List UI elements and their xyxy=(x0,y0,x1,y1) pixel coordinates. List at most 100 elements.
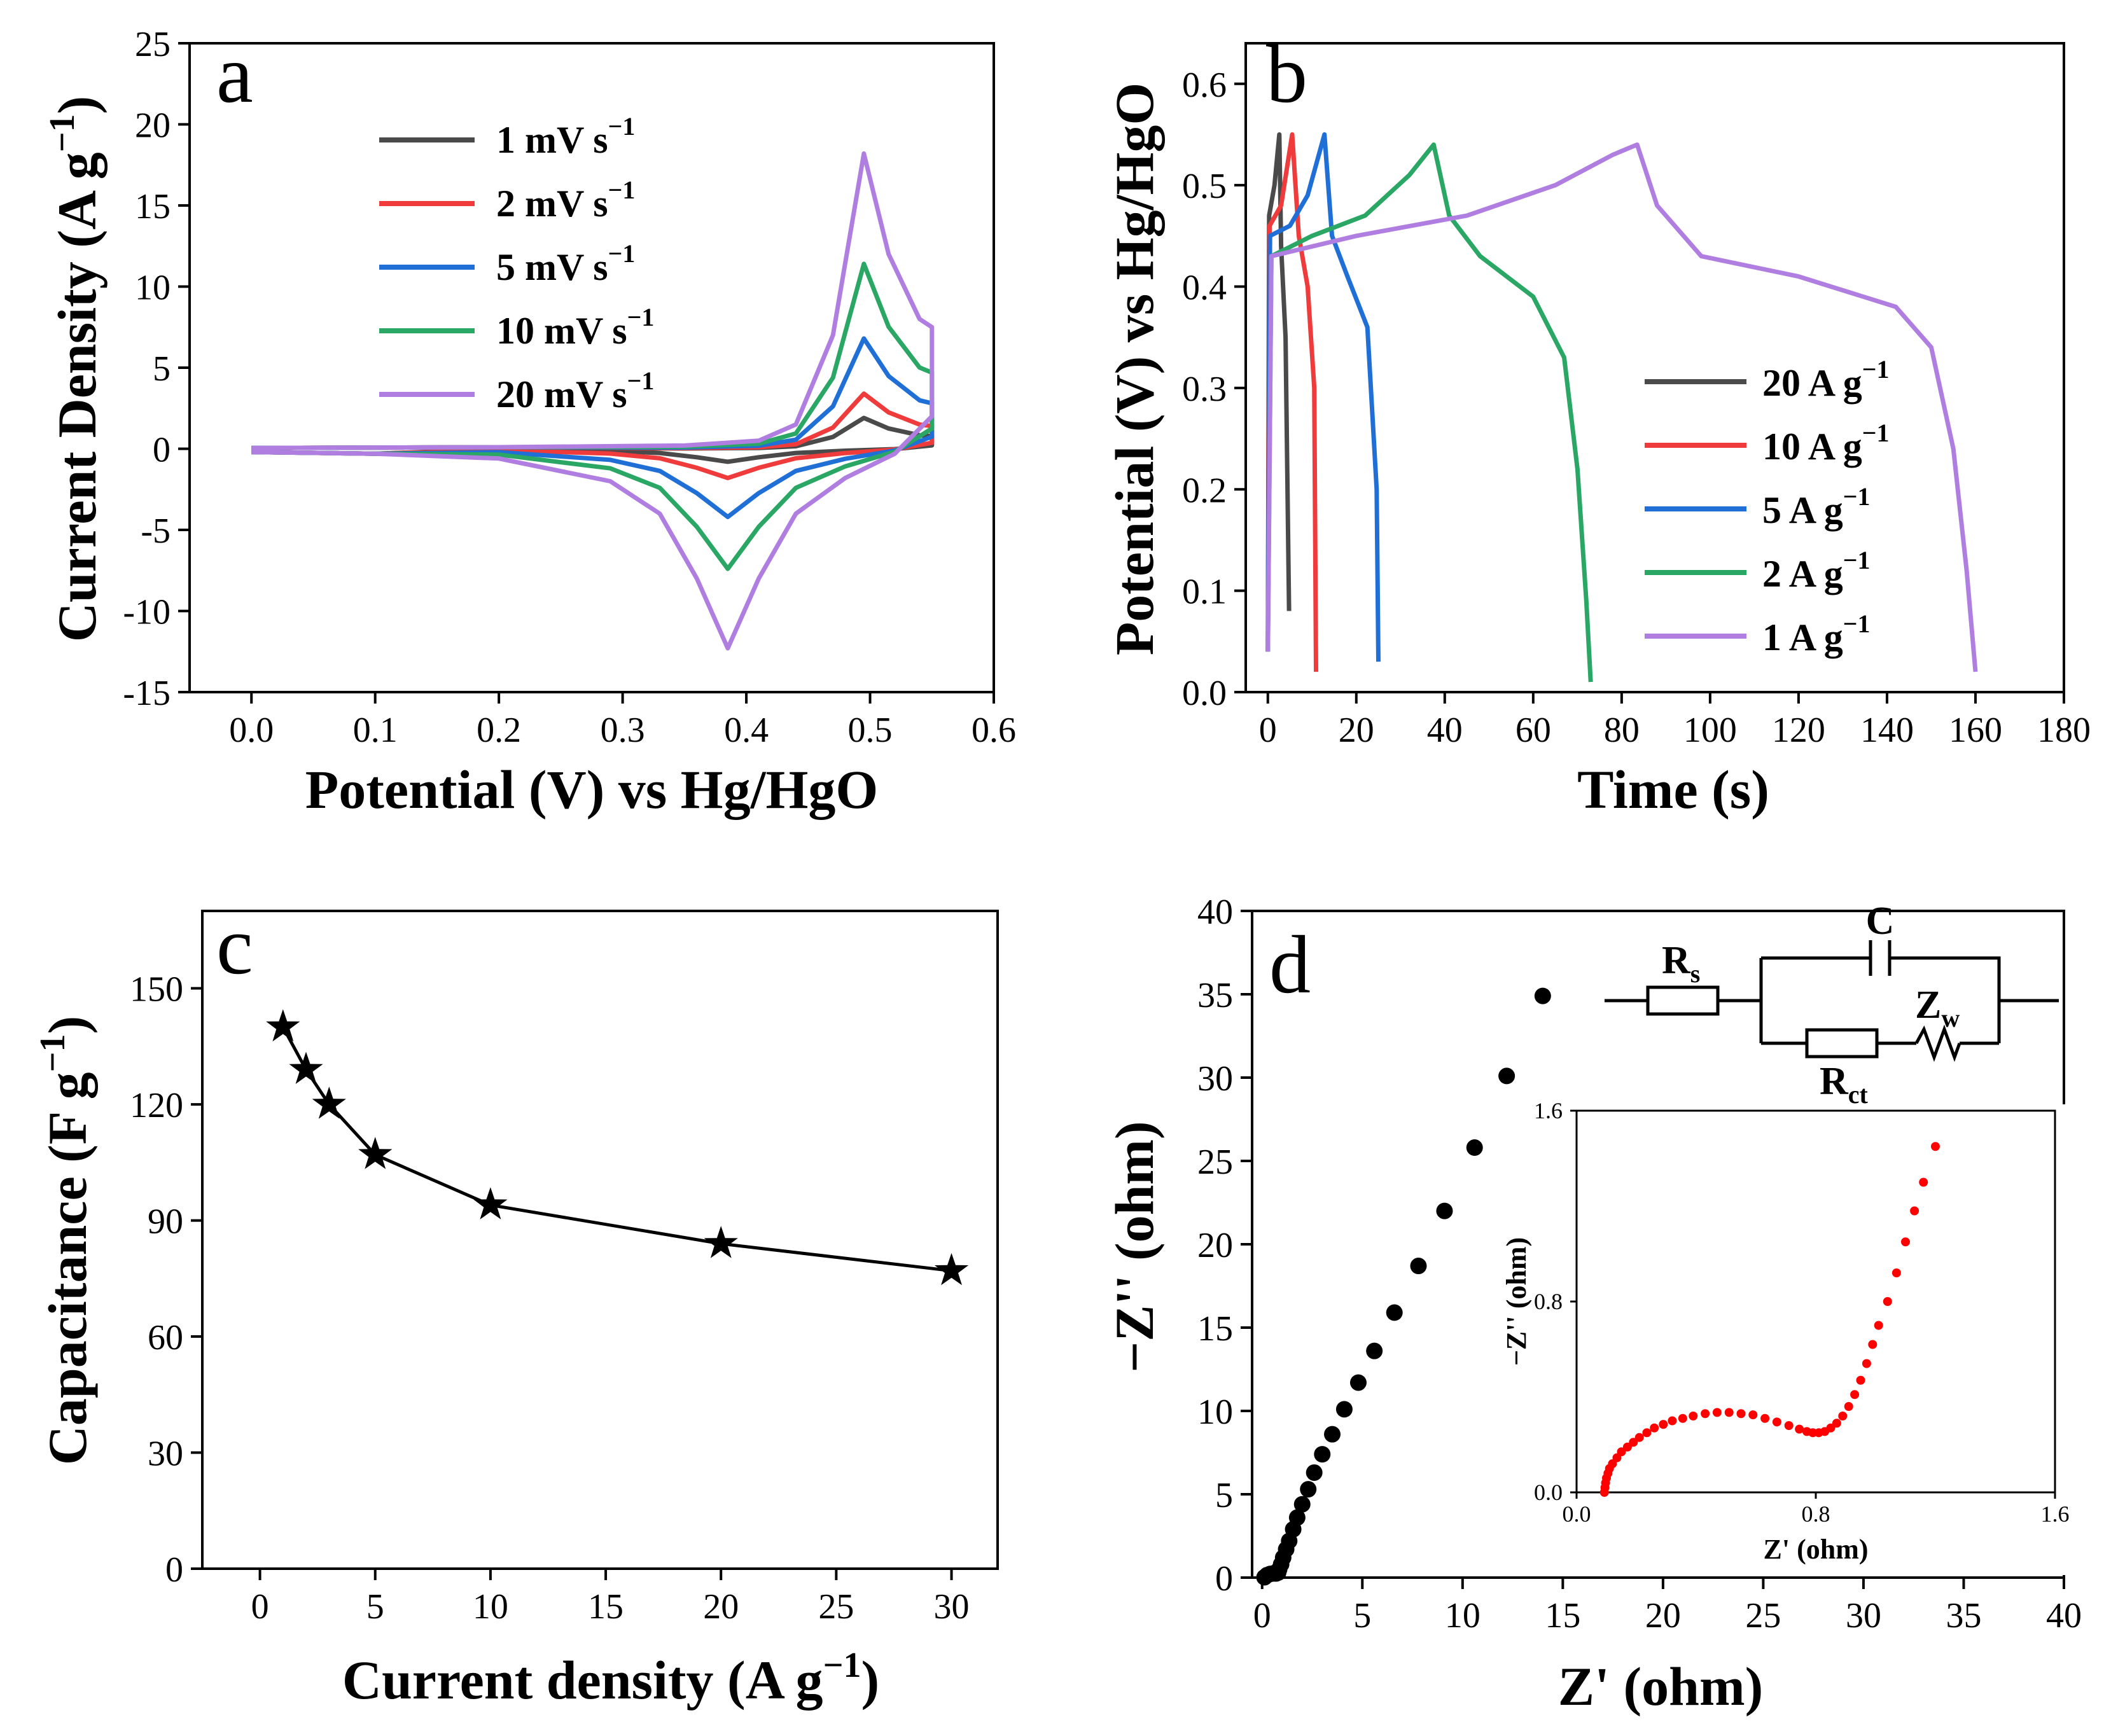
legend-label-sup: −1 xyxy=(1843,546,1871,574)
y-tick-label: 60 xyxy=(148,1318,183,1358)
x-tick-label: 140 xyxy=(1860,711,1914,750)
circuit-label-sub: w xyxy=(1941,1004,1960,1032)
x-axis-label-sup: −1 xyxy=(823,1646,861,1685)
legend-label-sup: −1 xyxy=(627,366,655,395)
inset-point xyxy=(1772,1417,1781,1427)
y-tick-label: 120 xyxy=(130,1086,183,1125)
x-tick-label: 0.2 xyxy=(477,711,521,750)
panel-b-gcd-chart: 0 20 40 60 80 100 120 140 160 180 0.0 0.1 0.2 0.3 0.4 0… xyxy=(1104,29,2091,820)
inset-point xyxy=(1856,1375,1865,1385)
y-tick-label: 5 xyxy=(1215,1476,1233,1515)
x-tick-label: 30 xyxy=(934,1587,970,1627)
plot-frame xyxy=(1244,42,2065,693)
x-tick-label: 25 xyxy=(818,1587,854,1627)
nyquist-point xyxy=(1349,1374,1367,1391)
nyquist-point xyxy=(1306,1464,1323,1481)
x-tick-label: 0.6 xyxy=(972,711,1016,750)
x-tick-label: 20 xyxy=(703,1587,739,1627)
y-axis-label-sup: −1 xyxy=(43,114,82,152)
legend-label: 1 A g−1 xyxy=(1762,609,1871,658)
x-tick-label: 20 xyxy=(1339,711,1374,750)
x-tick-label: 15 xyxy=(588,1587,624,1627)
inset-point xyxy=(1724,1408,1734,1417)
nyquist-point xyxy=(1335,1401,1353,1418)
warburg-element xyxy=(1914,1024,1961,1062)
x-tick-label: 0.0 xyxy=(1563,1501,1591,1527)
circuit-label-rs: Rs xyxy=(1662,939,1700,988)
nyquist-point xyxy=(1386,1304,1403,1321)
circuit-label-c: C xyxy=(1866,899,1895,943)
inset-point xyxy=(1931,1142,1940,1151)
legend-label-sup: −1 xyxy=(608,239,636,268)
plot-frame xyxy=(201,910,999,1570)
inset-point xyxy=(1634,1433,1644,1442)
x-tick-label: 0 xyxy=(1253,1596,1271,1635)
x-tick-label: 80 xyxy=(1604,711,1640,750)
y-axis-label-sup: −1 xyxy=(33,1034,73,1072)
circuit-label-text: R xyxy=(1662,939,1691,982)
gcd-curve-5 xyxy=(1265,142,1978,672)
inset-point xyxy=(1617,1447,1626,1457)
inset-point xyxy=(1712,1408,1722,1417)
data-point-star xyxy=(704,1226,738,1258)
cv-curve-3 xyxy=(251,336,935,520)
y-tick-label: 90 xyxy=(148,1202,183,1242)
x-tick-label: 0.1 xyxy=(353,711,398,750)
inset-point xyxy=(1844,1402,1853,1411)
y-tick-label: 0 xyxy=(165,1550,183,1590)
nyquist-point xyxy=(1366,1342,1383,1359)
inset-x-axis-label: Z' (ohm) xyxy=(1764,1534,1869,1565)
inset-point xyxy=(1642,1428,1652,1438)
x-tick-label: 40 xyxy=(1427,711,1463,750)
y-tick-label: 35 xyxy=(1197,976,1233,1015)
x-axis-label-text: Current density (A g xyxy=(342,1649,823,1711)
y-tick-label: 0 xyxy=(153,431,171,470)
y-tick-label: 5 xyxy=(153,349,171,389)
nyquist-point xyxy=(1300,1481,1317,1498)
legend-label-text: 5 mV s xyxy=(496,246,608,288)
inset-point xyxy=(1826,1423,1836,1433)
x-tick-label: 0.4 xyxy=(724,711,769,750)
cv-curve-4 xyxy=(251,261,935,571)
nyquist-point xyxy=(1293,1496,1311,1513)
inset-point xyxy=(1919,1177,1928,1187)
circuit-label-sub: s xyxy=(1690,959,1701,988)
x-tick-label: 10 xyxy=(1445,1596,1481,1635)
gcd-curve-1 xyxy=(1265,132,1292,652)
x-tick-label: 0 xyxy=(1259,711,1277,750)
capacitance-line xyxy=(281,1026,952,1273)
legend-label-text: 2 mV s xyxy=(496,183,608,225)
y-tick-label: 0.1 xyxy=(1182,573,1227,612)
nyquist-point xyxy=(1288,1509,1306,1526)
legend-label-text: 1 mV s xyxy=(496,119,608,161)
legend-label: 10 mV s−1 xyxy=(496,303,654,352)
legend-label-text: 5 A g xyxy=(1762,489,1843,531)
y-axis-label: Potential (V) vs Hg/HgO xyxy=(1104,83,1165,656)
y-tick-label: 0.8 xyxy=(1534,1289,1563,1314)
x-tick-label: 0.0 xyxy=(229,711,274,750)
y-tick-label: 0.6 xyxy=(1182,66,1227,105)
y-tick-label: 1.6 xyxy=(1534,1098,1563,1123)
y-tick-label: 150 xyxy=(130,970,183,1010)
y-axis-label-text: Current Density (A g xyxy=(46,152,108,642)
y-axis-label-close: ) xyxy=(46,96,108,115)
panel-label: a xyxy=(216,29,253,120)
y-tick-label: -10 xyxy=(123,593,171,632)
legend-label: 5 mV s−1 xyxy=(496,239,635,288)
x-tick-label: 20 xyxy=(1645,1596,1681,1635)
nyquist-point xyxy=(1324,1426,1341,1443)
nyquist-point xyxy=(1466,1139,1483,1156)
y-tick-label: 40 xyxy=(1197,892,1233,932)
y-tick-label: 10 xyxy=(1197,1392,1233,1432)
x-tick-label: 40 xyxy=(2046,1596,2082,1635)
y-tick-label: 0.0 xyxy=(1534,1480,1563,1505)
legend-label-text: 20 mV s xyxy=(496,373,627,415)
legend-label: 10 A g−1 xyxy=(1762,419,1890,468)
data-point-star xyxy=(934,1253,969,1286)
nyquist-point xyxy=(1314,1446,1331,1463)
x-tick-label: 0 xyxy=(251,1587,269,1627)
y-axis-label-text: Capacitance (F g xyxy=(37,1072,98,1465)
legend-label-text: 10 mV s xyxy=(496,310,627,352)
y-tick-label: 25 xyxy=(135,25,171,64)
inset-point xyxy=(1689,1412,1698,1420)
